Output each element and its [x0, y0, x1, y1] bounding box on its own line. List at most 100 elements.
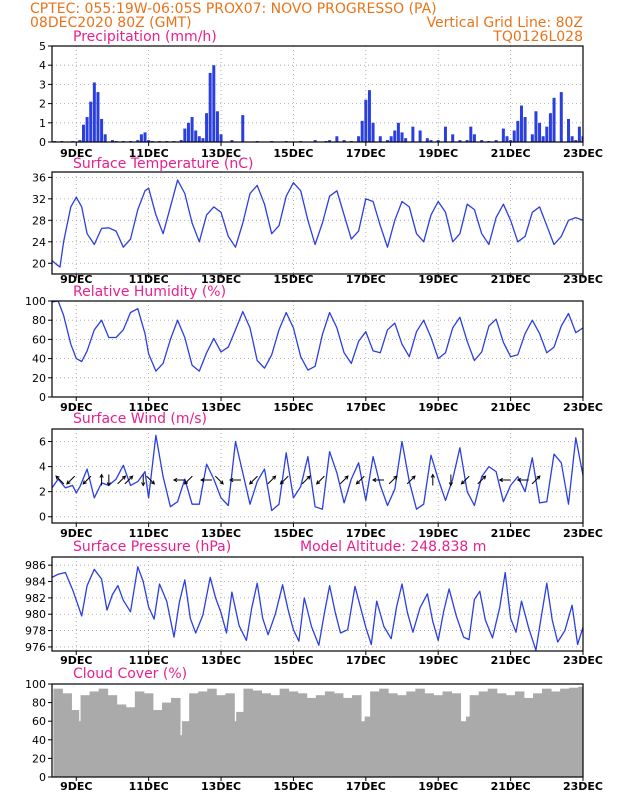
wind-arrow-head	[279, 480, 284, 485]
wind-xtick-label: 15DEC	[273, 527, 313, 540]
wind-arrow-head	[121, 475, 127, 480]
precip-bar	[534, 111, 538, 142]
precip-bar	[469, 126, 473, 142]
precip-bar	[78, 140, 82, 142]
wind-arrow	[267, 475, 277, 485]
wind-arrow-head	[141, 482, 146, 487]
cloud-bar	[73, 721, 83, 777]
wind-arrow-head	[516, 477, 522, 483]
humidity-panel: 0 20 40 60 80 100 9DEC 11DEC 13DEC 15DEC 17DEC 19DE…	[25, 284, 603, 414]
precip-bar	[201, 138, 205, 142]
precip-bar	[519, 105, 523, 142]
pressure-ytick-label: 980	[25, 608, 46, 621]
wind-arrow-shaft	[339, 475, 349, 485]
temp-ytick-label: 32	[32, 193, 46, 206]
precip-bar	[530, 134, 534, 142]
precip-bar	[443, 126, 447, 142]
temp-ytick-label: 24	[32, 236, 46, 249]
precip-bar	[194, 130, 198, 142]
cloud-bar	[306, 697, 317, 777]
cloud-bar	[324, 691, 335, 777]
precip-bar	[186, 122, 190, 142]
cloud-bar	[364, 716, 375, 777]
cloud-xtick-label: 9DEC	[60, 780, 92, 793]
wind-arrow-head	[55, 475, 60, 480]
cloud-bar	[189, 693, 199, 777]
cloud-panel: 0 20 40 60 80 100 9DEC 11DEC 13DEC 15DEC 17DEC 19DE…	[25, 666, 603, 793]
cloud-ytick-label: 100	[25, 678, 46, 691]
wind-arrow-shaft	[124, 475, 133, 485]
wind-arrow-shaft	[249, 475, 258, 485]
precip-xtick-label: 13DEC	[201, 147, 241, 160]
precip-bar	[313, 140, 317, 142]
humidity-ytick-label: 0	[39, 391, 46, 404]
cloud-bar	[442, 691, 453, 777]
precip-bar	[425, 138, 429, 142]
precip-bar	[364, 99, 368, 142]
wind-arrow-shaft	[531, 475, 541, 485]
cloud-bar	[406, 691, 416, 777]
wind-arrow	[228, 477, 242, 483]
temp-ytick-label: 28	[32, 214, 46, 227]
cloud-bar	[433, 695, 443, 777]
cloud-bar	[523, 697, 534, 777]
wind-arrow	[146, 475, 156, 485]
temp-xtick-label: 11DEC	[129, 273, 169, 286]
cloud-bar	[125, 707, 136, 777]
precip-ytick-label: 0	[39, 136, 46, 149]
wind-arrow	[214, 475, 224, 485]
wind-arrow-shaft	[66, 475, 76, 485]
precip-bar	[552, 97, 556, 142]
wind-arrow-head	[482, 475, 487, 480]
humidity-frame	[51, 300, 584, 398]
precip-bar	[143, 132, 147, 142]
wind-arrow	[355, 475, 365, 485]
cloud-bar	[342, 697, 353, 777]
wind-arrow	[516, 477, 529, 483]
precip-bar	[179, 140, 183, 142]
cloud-bar	[469, 695, 480, 777]
pressure-panel: 976 978 980 982 984 986 9DEC 11DEC 13DEC 15DEC 17D…	[25, 539, 603, 667]
precip-bar	[110, 140, 114, 142]
wind-arrow	[371, 477, 384, 483]
cloud-bar	[487, 688, 498, 777]
pressure-marks	[52, 566, 583, 651]
cloud-xtick-label: 23DEC	[563, 780, 603, 793]
wind-arrow-head	[411, 475, 416, 480]
precip-xtick-label: 11DEC	[129, 147, 169, 160]
cloud-bar	[560, 688, 570, 777]
humidity-ytick-label: 20	[32, 372, 46, 385]
precip-bar	[501, 128, 505, 142]
header-grid-line: Vertical Grid Line: 80Z	[427, 15, 583, 31]
precip-bar	[219, 134, 223, 142]
wind-xtick-label: 9DEC	[60, 527, 92, 540]
precip-bar	[465, 140, 469, 142]
humidity-xtick-label: 23DEC	[563, 401, 603, 414]
precip-bar	[567, 118, 571, 142]
cloud-bar	[379, 688, 389, 777]
pressure-xtick-label: 17DEC	[346, 654, 386, 667]
pressure-xtick-label: 9DEC	[60, 654, 92, 667]
precip-bar	[389, 136, 393, 142]
humidity-xtick-label: 19DEC	[418, 401, 458, 414]
cloud-bar	[181, 721, 192, 777]
wind-arrow-shaft	[356, 475, 365, 485]
pressure-xtick-label: 13DEC	[201, 654, 241, 667]
precip-bar	[208, 72, 212, 142]
wind-xtick-label: 23DEC	[563, 527, 603, 540]
cloud-bar	[352, 695, 362, 777]
cloud-bar	[216, 695, 226, 777]
wind-arrow-shaft	[406, 475, 416, 485]
humidity-title: Relative Humidity (%)	[73, 284, 226, 300]
pressure-frame	[51, 556, 584, 652]
wind-arrow-head	[200, 477, 205, 483]
precip-bar	[378, 136, 382, 142]
temp-xtick-label: 9DEC	[60, 273, 92, 286]
wind-arrow-shaft	[301, 475, 311, 485]
precip-bar	[96, 92, 100, 142]
humidity-xtick-label: 11DEC	[129, 401, 169, 414]
wind-arrow-head	[99, 473, 104, 478]
cloud-xtick-label: 13DEC	[201, 780, 241, 793]
cloud-bar	[89, 691, 100, 777]
